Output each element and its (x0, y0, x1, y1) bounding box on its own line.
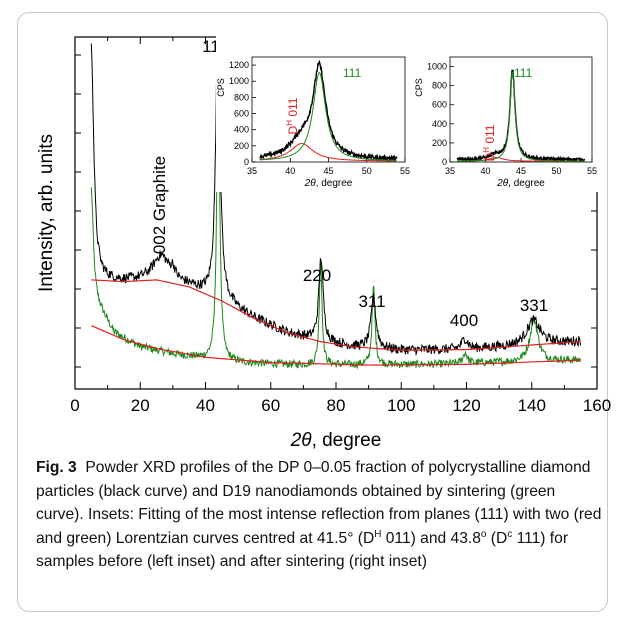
inset-fit-green (457, 71, 585, 162)
inset-y-tick-label: 400 (234, 125, 249, 135)
inset-y-tick-label: 0 (244, 157, 249, 167)
x-tick-label: 140 (518, 396, 546, 415)
inset-y-tick-label: 200 (234, 141, 249, 151)
x-tick-label: 60 (261, 396, 280, 415)
x-axis-label: 2θ, degree (290, 430, 382, 451)
inset-data-curve (259, 59, 398, 162)
inset-x-tick-label: 35 (445, 166, 455, 176)
inset-x-tick-label: 50 (551, 166, 561, 176)
peak-label-400: 400 (450, 311, 478, 330)
figure-caption: Fig. 3 Powder XRD profiles of the DP 0–0… (36, 456, 602, 574)
inset-fit-red (259, 142, 397, 162)
caption-sup-2: o (480, 528, 487, 540)
inset-background (216, 29, 417, 192)
x-tick-label: 120 (452, 396, 480, 415)
inset-label-dh011: DH 011 (482, 124, 497, 161)
inset-y-axis-label: CPS (414, 78, 424, 97)
inset-y-tick-label: 600 (234, 109, 249, 119)
inset-x-tick-label: 50 (362, 166, 372, 176)
inset-background (414, 29, 604, 192)
inset-x-tick-label: 55 (400, 166, 410, 176)
caption-sup-3: c (507, 528, 513, 540)
inset-x-tick-label: 40 (480, 166, 490, 176)
inset-y-tick-label: 800 (432, 81, 447, 91)
inset-left: 35 40 45 50 55 0 200 400 600 800 1000 1200 2θ, degre… (216, 29, 417, 192)
inset-y-tick-label: 800 (234, 92, 249, 102)
x-tick-label: 40 (196, 396, 215, 415)
inset-y-tick-label: 400 (432, 119, 447, 129)
peak-label-311: 311 (358, 292, 385, 311)
caption-label: Fig. 3 (36, 459, 77, 476)
caption-sup-1: H (374, 528, 382, 540)
inset-x-tick-label: 45 (516, 166, 526, 176)
x-tick-label: 100 (387, 396, 415, 415)
inset-label-111: 111 (343, 66, 362, 80)
inset-right: 35 40 45 50 55 0 200 400 600 800 1000 2θ, degree CPS… (414, 29, 604, 192)
caption-text-4: 111) for samples before (left inset) and… (36, 529, 569, 571)
x-tick-label: 160 (583, 396, 611, 415)
inset-y-tick-label: 0 (442, 157, 447, 167)
background-fit-black (91, 279, 581, 351)
inset-x-axis-label: 2θ, degree (304, 178, 353, 189)
x-tick-label: 0 (70, 396, 79, 415)
inset-y-tick-label: 1000 (229, 76, 249, 86)
x-tick-label: 80 (327, 396, 346, 415)
inset-x-tick-label: 55 (587, 166, 597, 176)
x-tick-label: 20 (131, 396, 150, 415)
inset-y-tick-label: 600 (432, 100, 447, 110)
background-fit-green (91, 325, 581, 366)
caption-text-3: (D (486, 529, 508, 547)
caption-text-2: 011) and 43.8 (381, 529, 481, 547)
peak-label-graphite: 002 Graphite (150, 156, 169, 254)
inset-x-axis-label: 2θ, degree (496, 178, 545, 189)
inset-fit-green (259, 71, 397, 161)
caption-text-1: Powder XRD profiles of the DP 0–0.05 fra… (36, 459, 602, 547)
inset-x-tick-label: 40 (285, 166, 295, 176)
peak-label-220: 220 (303, 266, 331, 285)
inset-x-tick-label: 45 (323, 166, 333, 176)
inset-y-tick-label: 200 (432, 138, 447, 148)
series-green-curve (90, 64, 581, 370)
inset-label-111: 111 (514, 66, 533, 80)
inset-y-axis-label: CPS (216, 78, 226, 97)
inset-y-tick-label: 1200 (229, 60, 249, 70)
peak-label-331: 331 (520, 296, 548, 315)
inset-y-tick-label: 1000 (427, 62, 447, 72)
y-axis-label: Intensity, arb. units (36, 134, 57, 292)
inset-x-tick-label: 35 (247, 166, 257, 176)
inset-label-dh011: DH 011 (285, 97, 300, 134)
inset-data-curve (456, 69, 586, 162)
